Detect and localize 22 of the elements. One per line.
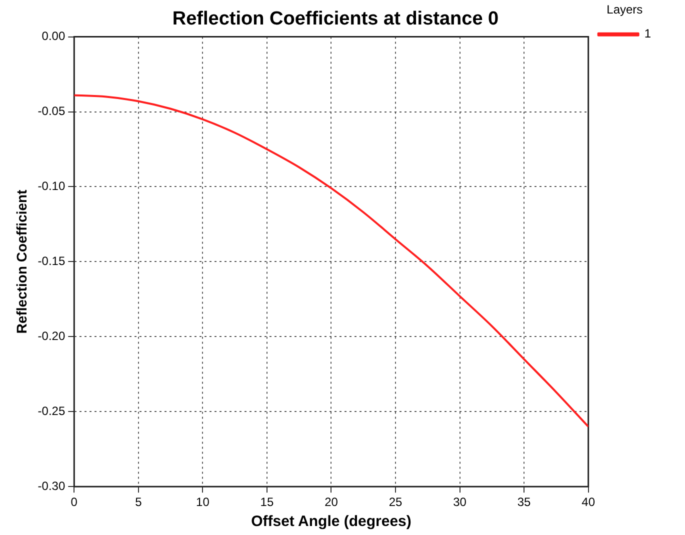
y-tick-label: -0.05 (38, 104, 66, 118)
line-series (74, 94, 588, 428)
legend-title: Layers (606, 2, 643, 16)
x-tick-label: 15 (260, 495, 274, 510)
y-tick-label: -0.20 (38, 328, 66, 343)
y-tick-label: 0.00 (42, 29, 66, 44)
y-axis-title: Reflection Coefficient (13, 189, 30, 334)
x-tick-label: 5 (135, 495, 142, 510)
x-axis-title: Offset Angle (degrees) (251, 513, 412, 530)
x-tick-label: 20 (324, 495, 338, 510)
y-tick-label: -0.30 (38, 478, 66, 493)
x-tick-label: 0 (70, 495, 78, 510)
x-tick-label: 25 (388, 495, 403, 510)
legend-label: 1 (644, 26, 652, 41)
x-tick-label: 40 (582, 495, 596, 510)
chart-title: Reflection Coefficients at distance 0 (172, 8, 499, 30)
x-tick-label: 30 (453, 495, 467, 510)
x-tick-label: 35 (517, 495, 532, 510)
y-tick-label: -0.10 (38, 179, 66, 194)
y-tick-label: -0.25 (38, 404, 66, 418)
x-tick-label: 10 (196, 495, 210, 510)
y-tick-label: -0.15 (38, 254, 66, 268)
